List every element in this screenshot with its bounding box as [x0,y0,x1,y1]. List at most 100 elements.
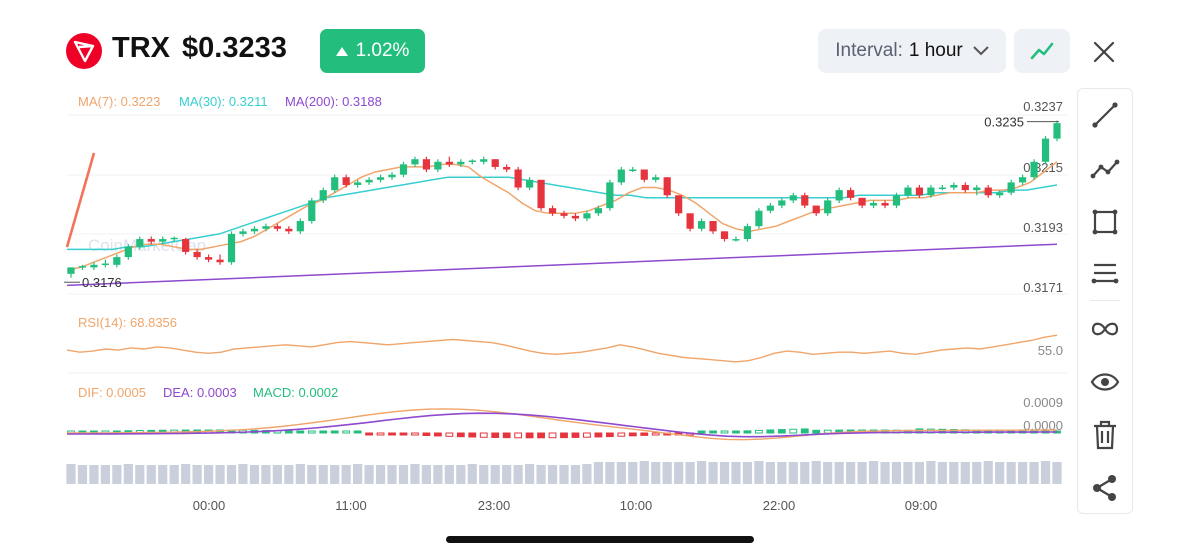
ma30-series [67,176,1058,251]
candle [961,184,969,191]
coin-symbol: TRX [112,32,170,64]
candle [709,221,717,232]
volume-bar [1040,461,1051,484]
interval-value: 1 hour [908,40,963,61]
macd-bar [548,432,557,439]
macd-bar [812,429,821,434]
volume-bar [972,462,982,484]
price-chart[interactable]: CoinMarketCap MA(7): 0.3223 MA(30): 0.321… [0,0,1075,530]
candle [147,239,155,242]
volume-bar [123,464,133,484]
time-axis-label: 22:00 [763,498,796,513]
candle [1053,123,1061,139]
volume-bar [479,465,489,484]
volume-bar [353,464,363,484]
volume-bar [857,462,867,484]
candle [503,166,511,170]
volume-bar [593,462,603,484]
volume-bar [66,464,76,484]
volume-bar [135,465,145,484]
volume-bar [272,465,282,484]
visibility-tool[interactable] [1078,362,1132,402]
macd-bar [388,432,396,436]
macd-bar [640,432,649,436]
candle [812,205,820,214]
candle [78,266,87,268]
macd-bar [732,430,740,434]
candle [1019,177,1027,183]
candle [101,263,109,266]
volume-bar [547,465,558,484]
candle [170,237,178,240]
delete-tool[interactable] [1078,415,1132,455]
candle [973,187,981,191]
price-axis-label: 0.3171 [1023,280,1063,295]
share-tool[interactable] [1078,468,1132,508]
volume-bar [490,465,500,484]
candle [491,159,499,167]
line-chart-icon [1030,42,1054,60]
candle [858,197,866,206]
volume-bar [651,462,661,484]
candle [938,187,946,190]
rsi-legend: RSI(14): 68.8356 [78,315,177,330]
link-tool[interactable] [1078,309,1132,349]
line-mode-button[interactable] [1014,29,1070,73]
macd-bar [399,432,408,436]
candle [1041,138,1050,162]
close-button[interactable] [1086,34,1122,70]
candle [950,184,958,188]
ma30-line [67,176,1058,251]
price-change-badge: 1.02% [320,29,425,73]
close-icon [1093,41,1115,63]
triangle-up-icon [335,46,348,56]
macd-bar [330,430,339,434]
ma-legend-item: MA(200): 0.3188 [285,94,382,109]
interval-select[interactable]: Interval: 1 hour [818,29,1006,73]
volume-bar [834,462,844,484]
candle [342,177,350,185]
volume-bar [181,464,191,484]
volume-bars [66,461,1062,484]
chart-gridlines [67,114,1067,374]
interval-label: Interval: [835,40,903,61]
macd-bar [800,428,809,434]
rectangle-tool[interactable] [1078,202,1132,242]
candle [984,187,992,196]
candle [182,239,190,252]
volume-bar [341,465,351,484]
infinity-icon [1091,322,1119,336]
time-axis-label: 10:00 [620,498,653,513]
macd-bar [560,432,568,439]
volume-bar [307,465,317,484]
volume-bar [284,465,294,484]
volume-bar [914,462,925,484]
polyline-tool[interactable] [1078,149,1132,189]
price-axis-label: 0.3237 [1023,99,1063,114]
drawn-trend-line[interactable] [65,152,96,248]
parallel-lines-tool[interactable] [1078,253,1132,293]
line-tool[interactable] [1078,95,1132,135]
price-change-value: 1.02% [355,40,410,61]
volume-bar [502,465,512,484]
volume-bar [169,465,179,484]
candle [617,169,625,183]
candle [262,226,270,229]
candle [824,200,832,214]
volume-bar [582,464,592,484]
candle [67,267,75,274]
macd-bar [284,430,293,434]
candle [1030,161,1038,178]
volume-bar [410,464,420,484]
home-indicator [446,536,754,543]
high-marker-label: 0.3235 [984,115,1024,130]
candle [847,190,855,198]
volume-bar [1052,462,1062,484]
volume-bar [215,465,225,484]
rsi-axis-label: 55.0 [1038,343,1063,358]
macd-bar [571,432,580,438]
candle [571,215,580,219]
candle [193,251,201,258]
candle [663,177,671,196]
volume-bar [754,461,764,484]
